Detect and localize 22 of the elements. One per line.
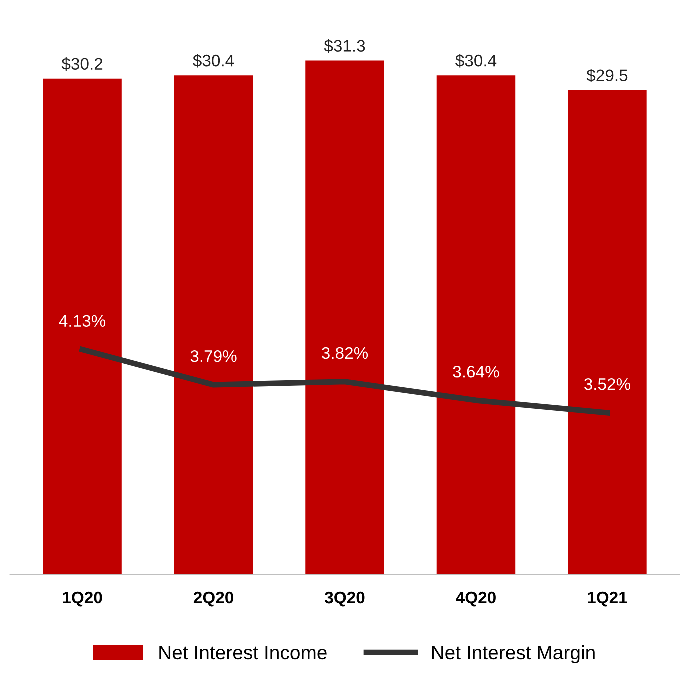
data-label: 3.64% [453, 366, 500, 378]
data-label: 4.13% [59, 315, 106, 328]
data-label: 3.82% [322, 347, 368, 360]
bar [174, 76, 254, 575]
x-tick-label: 4Q20 [456, 592, 496, 607]
data-label: $30.2 [62, 58, 103, 72]
data-label: $30.4 [456, 54, 497, 68]
legend-label: Net Interest Margin [432, 645, 595, 664]
data-label: $29.5 [586, 69, 628, 82]
bar [43, 78, 122, 575]
bar [568, 90, 647, 575]
data-label: $31.3 [324, 39, 366, 53]
legend-label: Net Interest Income [160, 646, 327, 660]
x-tick-label: 2Q20 [194, 592, 234, 607]
bar [436, 76, 516, 575]
data-label: 3.79% [190, 350, 237, 362]
x-tick-label: 1Q20 [63, 592, 102, 607]
data-label: $30.4 [193, 54, 234, 68]
x-tick-label: 1Q21 [588, 592, 628, 607]
x-tick-label: 3Q20 [325, 592, 365, 607]
bar [306, 60, 384, 575]
data-label: 3.52% [584, 378, 631, 390]
